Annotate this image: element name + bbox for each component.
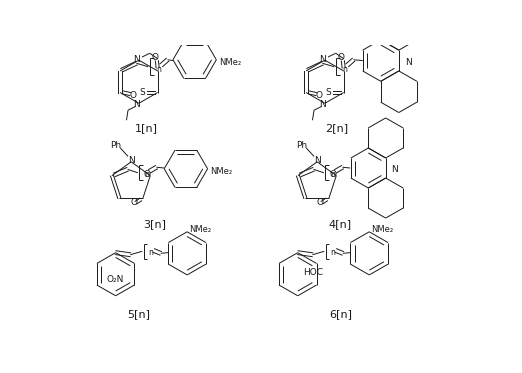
Text: N: N — [405, 57, 411, 67]
Text: N: N — [319, 100, 326, 109]
Text: O₂N: O₂N — [107, 275, 124, 284]
Text: O: O — [330, 170, 337, 179]
Text: Ph: Ph — [110, 141, 121, 150]
Text: N: N — [319, 55, 326, 64]
Text: O: O — [130, 198, 137, 207]
Text: HOC: HOC — [303, 268, 323, 277]
Text: N: N — [314, 156, 321, 165]
Text: O: O — [316, 91, 323, 100]
Text: 1[n]: 1[n] — [135, 123, 158, 133]
Text: 5[n]: 5[n] — [127, 309, 150, 319]
Text: N: N — [391, 165, 398, 174]
Text: O: O — [337, 53, 344, 62]
Text: NMe₂: NMe₂ — [210, 167, 232, 176]
Text: N: N — [133, 55, 140, 64]
Text: O: O — [144, 170, 151, 179]
Text: O: O — [316, 198, 323, 207]
Text: n: n — [156, 65, 161, 73]
Text: N: N — [128, 156, 135, 165]
Text: Ph: Ph — [296, 141, 307, 150]
Text: NMe₂: NMe₂ — [371, 225, 393, 234]
Text: N: N — [133, 100, 140, 109]
Text: O: O — [130, 91, 137, 100]
Text: O: O — [151, 53, 158, 62]
Text: S: S — [139, 88, 145, 97]
Text: n: n — [342, 65, 347, 73]
Text: 3[n]: 3[n] — [143, 219, 166, 229]
Text: 4[n]: 4[n] — [329, 219, 352, 229]
Text: 2[n]: 2[n] — [325, 123, 348, 133]
Text: 6[n]: 6[n] — [329, 309, 352, 319]
Text: NMe₂: NMe₂ — [188, 225, 211, 234]
Text: n: n — [144, 170, 149, 179]
Text: S: S — [325, 88, 331, 97]
Text: n: n — [330, 170, 335, 179]
Text: NMe₂: NMe₂ — [219, 58, 241, 68]
Text: n: n — [148, 248, 153, 257]
Text: n: n — [330, 248, 335, 257]
